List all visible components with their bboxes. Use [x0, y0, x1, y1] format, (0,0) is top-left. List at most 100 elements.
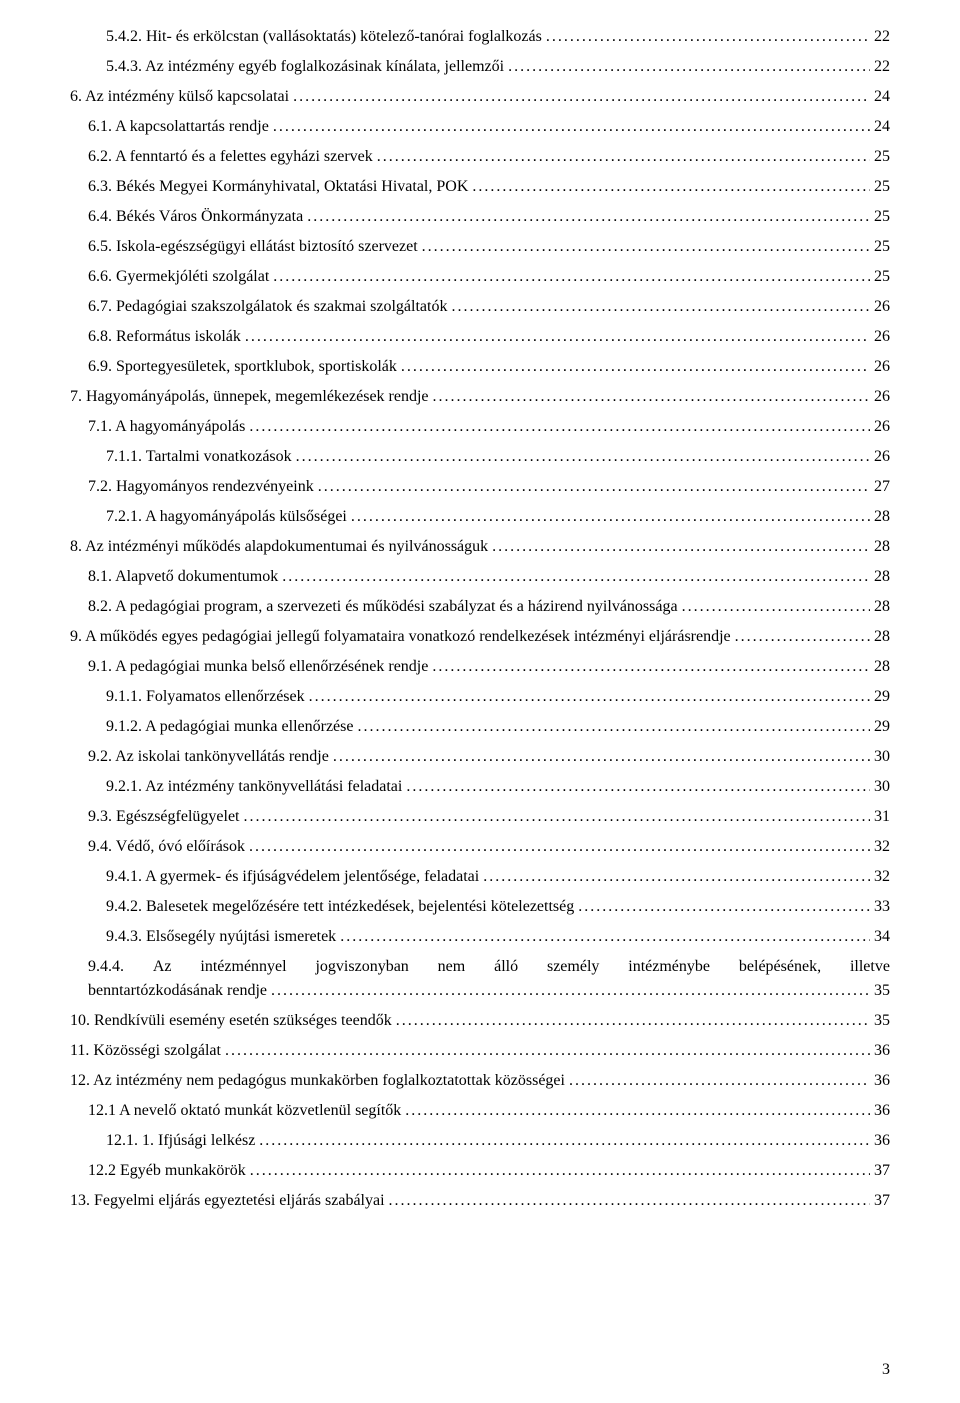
toc-page: 28 — [870, 508, 890, 526]
toc-leader-dots — [296, 448, 870, 466]
toc-title: 8.2. A pedagógiai program, a szervezeti … — [88, 598, 682, 616]
toc-page: 37 — [870, 1192, 890, 1210]
toc-leader-dots — [249, 838, 870, 856]
toc-title: 9.1. A pedagógiai munka belső ellenőrzés… — [88, 658, 432, 676]
toc-title: 8. Az intézményi működés alapdokumentuma… — [70, 538, 492, 556]
toc-entry-multiline-first: 9.4.4.Azintézménnyeljogviszonybannemálló… — [70, 958, 890, 976]
toc-leader-dots — [293, 88, 870, 106]
toc-page: 22 — [870, 28, 890, 46]
toc-entry: 8. Az intézményi működés alapdokumentuma… — [70, 538, 890, 556]
toc-page: 35 — [870, 982, 890, 1000]
toc-entry: 9.1. A pedagógiai munka belső ellenőrzés… — [70, 658, 890, 676]
toc-leader-dots — [401, 358, 870, 376]
toc-page: 28 — [870, 598, 890, 616]
toc-entry: 9. A működés egyes pedagógiai jellegű fo… — [70, 628, 890, 646]
toc-leader-dots — [492, 538, 870, 556]
toc-leader-dots — [578, 898, 870, 916]
toc-leader-dots — [377, 148, 870, 166]
toc-title: 8.1. Alapvető dokumentumok — [88, 568, 282, 586]
toc-leader-dots — [472, 178, 870, 196]
toc-entry: 12.1. 1. Ifjúsági lelkész36 — [70, 1132, 890, 1150]
toc-leader-dots — [225, 1042, 870, 1060]
toc-page: 37 — [870, 1162, 890, 1180]
toc-word: 9.4.4. — [88, 958, 124, 976]
toc-leader-dots — [333, 748, 870, 766]
toc-leader-dots — [259, 1132, 870, 1150]
toc-leader-dots — [357, 718, 870, 736]
toc-title: 6.1. A kapcsolattartás rendje — [88, 118, 273, 136]
toc-entry: 9.4.1. A gyermek- és ifjúságvédelem jele… — [70, 868, 890, 886]
toc-leader-dots — [433, 388, 870, 406]
toc-page: 33 — [870, 898, 890, 916]
toc-page: 36 — [870, 1072, 890, 1090]
toc-leader-dots — [422, 238, 870, 256]
toc-entry: 13. Fegyelmi eljárás egyeztetési eljárás… — [70, 1192, 890, 1210]
toc-entry: 7.2. Hagyományos rendezvényeink27 — [70, 478, 890, 496]
toc-leader-dots — [244, 808, 871, 826]
toc-page: 26 — [870, 388, 890, 406]
toc-entry: 6. Az intézmény külső kapcsolatai24 — [70, 88, 890, 106]
toc-leader-dots — [318, 478, 870, 496]
toc-page: 25 — [870, 208, 890, 226]
toc-page: 34 — [870, 928, 890, 946]
toc-title: 9.4.1. A gyermek- és ifjúságvédelem jele… — [106, 868, 483, 886]
toc-title: 12. Az intézmény nem pedagógus munkakörb… — [70, 1072, 569, 1090]
document-page: 5.4.2. Hit- és erkölcstan (vallásoktatás… — [0, 0, 960, 1403]
toc-entry: 9.2. Az iskolai tankönyvellátás rendje30 — [70, 748, 890, 766]
toc-entry: 9.2.1. Az intézmény tankönyvellátási fel… — [70, 778, 890, 796]
toc-leader-dots — [250, 1162, 870, 1180]
toc-leader-dots — [396, 1012, 870, 1030]
toc-title: benntartózkodásának rendje — [88, 982, 271, 1000]
toc-page: 29 — [870, 688, 890, 706]
toc-page: 32 — [870, 838, 890, 856]
toc-leader-dots — [546, 28, 870, 46]
toc-title: 6.5. Iskola-egészségügyi ellátást biztos… — [88, 238, 422, 256]
toc-title: 6.8. Református iskolák — [88, 328, 245, 346]
toc-title: 9.1.2. A pedagógiai munka ellenőrzése — [106, 718, 357, 736]
toc-page: 28 — [870, 658, 890, 676]
toc-title: 7.2. Hagyományos rendezvényeink — [88, 478, 318, 496]
toc-leader-dots — [735, 628, 870, 646]
toc-word: Az — [153, 958, 172, 976]
toc-entry: 12. Az intézmény nem pedagógus munkakörb… — [70, 1072, 890, 1090]
toc-leader-dots — [351, 508, 870, 526]
toc-page: 30 — [870, 778, 890, 796]
toc-entry: 9.4.2. Balesetek megelőzésére tett intéz… — [70, 898, 890, 916]
toc-title: 13. Fegyelmi eljárás egyeztetési eljárás… — [70, 1192, 389, 1210]
toc-entry: 5.4.3. Az intézmény egyéb foglalkozásina… — [70, 58, 890, 76]
toc-leader-dots — [406, 778, 870, 796]
toc-title: 6.9. Sportegyesületek, sportklubok, spor… — [88, 358, 401, 376]
toc-word: belépésének, — [739, 958, 821, 976]
toc-word: intézménybe — [628, 958, 710, 976]
toc-title: 12.1 A nevelő oktató munkát közvetlenül … — [88, 1102, 405, 1120]
toc-entry: 7.1.1. Tartalmi vonatkozások26 — [70, 448, 890, 466]
toc-entry: 9.1.2. A pedagógiai munka ellenőrzése29 — [70, 718, 890, 736]
toc-page: 32 — [870, 868, 890, 886]
toc-title: 11. Közösségi szolgálat — [70, 1042, 225, 1060]
toc-leader-dots — [249, 418, 870, 436]
toc-leader-dots — [389, 1192, 870, 1210]
toc-entry: 12.2 Egyéb munkakörök37 — [70, 1162, 890, 1180]
toc-leader-dots — [405, 1102, 870, 1120]
toc-entry: 9.4. Védő, óvó előírások32 — [70, 838, 890, 856]
toc-page: 22 — [870, 58, 890, 76]
toc-entry: 8.1. Alapvető dokumentumok28 — [70, 568, 890, 586]
toc-leader-dots — [432, 658, 870, 676]
toc-page: 31 — [870, 808, 890, 826]
toc-page: 26 — [870, 358, 890, 376]
toc-title: 10. Rendkívüli esemény esetén szükséges … — [70, 1012, 396, 1030]
toc-entry-multiline-second: benntartózkodásának rendje 35 — [70, 982, 890, 1000]
toc-title: 6. Az intézmény külső kapcsolatai — [70, 88, 293, 106]
toc-word: álló — [494, 958, 518, 976]
toc-entry: 6.9. Sportegyesületek, sportklubok, spor… — [70, 358, 890, 376]
toc-page: 30 — [870, 748, 890, 766]
toc-entry: 6.2. A fenntartó és a felettes egyházi s… — [70, 148, 890, 166]
toc-entry: 6.3. Békés Megyei Kormányhivatal, Oktatá… — [70, 178, 890, 196]
toc-entry: 5.4.2. Hit- és erkölcstan (vallásoktatás… — [70, 28, 890, 46]
toc-leader-dots — [483, 868, 870, 886]
table-of-contents: 5.4.2. Hit- és erkölcstan (vallásoktatás… — [70, 28, 890, 1210]
toc-page: 26 — [870, 298, 890, 316]
toc-entry: 11. Közösségi szolgálat36 — [70, 1042, 890, 1060]
toc-leader-dots — [309, 688, 870, 706]
toc-page: 28 — [870, 628, 890, 646]
